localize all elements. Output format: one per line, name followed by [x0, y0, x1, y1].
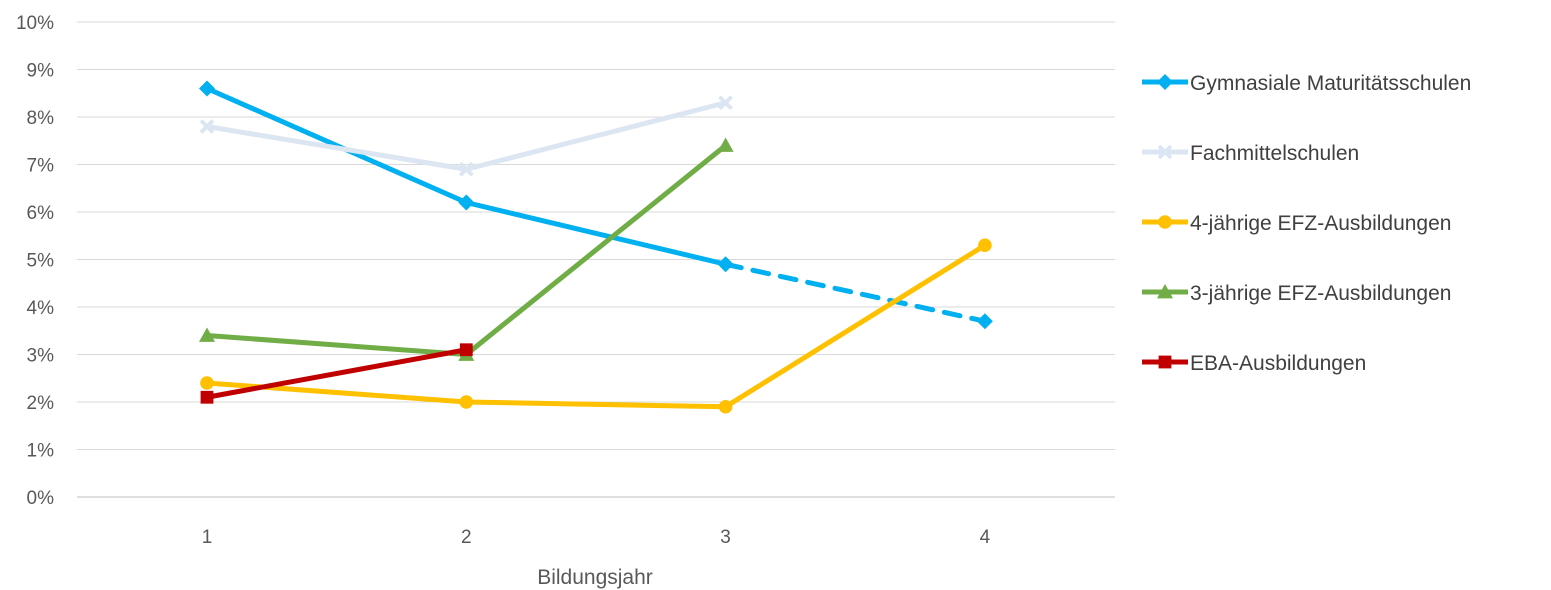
data-point [200, 376, 214, 390]
series-line-segment [463, 399, 729, 410]
series-lines [199, 80, 993, 414]
series-0 [199, 80, 993, 330]
y-tick-label: 4% [27, 298, 55, 319]
legend-label: 4-jährige EFZ-Ausbildungen [1190, 212, 1451, 235]
series-line-segment [204, 380, 469, 405]
data-point [717, 256, 734, 273]
y-tick-label: 7% [27, 156, 55, 177]
data-point [459, 343, 473, 357]
legend-item: Gymnasiale Maturitätsschulen [1142, 72, 1471, 95]
data-point [200, 390, 214, 404]
series-line-segment [463, 100, 729, 172]
data-point [458, 194, 475, 211]
series-line-segment [723, 261, 988, 324]
series-2 [200, 238, 992, 414]
series-line-segment [204, 347, 469, 400]
y-tick-label: 8% [27, 108, 55, 129]
y-tick-label: 1% [27, 441, 55, 462]
legend-label: 3-jährige EFZ-Ausbildungen [1190, 282, 1451, 305]
legend-marker [1157, 144, 1173, 160]
legend-item: Fachmittelschulen [1142, 142, 1359, 165]
data-point [718, 95, 734, 111]
legend-marker [1158, 215, 1172, 229]
series-4 [200, 343, 473, 404]
y-axis-tick-labels: 0% 1% 2% 3% 4% 5% 6% 7% 8% 9% 10% [16, 13, 54, 509]
series-line-segment [463, 200, 729, 267]
x-axis-title: Bildungsjahr [537, 566, 653, 589]
legend-item: 3-jährige EFZ-Ausbildungen [1142, 282, 1451, 305]
y-tick-label: 2% [27, 393, 55, 414]
y-tick-label: 0% [27, 488, 55, 509]
x-tick-label: 4 [980, 527, 991, 548]
series-1 [199, 95, 734, 177]
data-point [458, 161, 474, 177]
legend-marker [1158, 355, 1172, 369]
legend-item: EBA-Ausbildungen [1142, 352, 1366, 375]
y-tick-label: 5% [27, 251, 55, 272]
data-point [199, 119, 215, 134]
data-point [717, 137, 734, 152]
legend-marker [1157, 284, 1173, 299]
x-tick-label: 1 [202, 527, 213, 548]
data-point [199, 80, 215, 97]
data-point [978, 238, 992, 253]
legend-label: Gymnasiale Maturitätsschulen [1190, 72, 1471, 95]
gridlines [77, 21, 1115, 498]
x-tick-label: 3 [720, 527, 731, 548]
y-tick-label: 9% [27, 61, 55, 82]
legend-item: 4-jährige EFZ-Ausbildungen [1142, 212, 1451, 235]
series-line-segment [204, 124, 469, 172]
y-tick-label: 10% [16, 13, 54, 34]
series-line-segment [204, 333, 469, 357]
legend-label: EBA-Ausbildungen [1190, 352, 1366, 375]
series-line-segment [463, 143, 729, 357]
data-point [718, 399, 733, 414]
y-tick-label: 6% [27, 203, 55, 224]
data-point [199, 327, 215, 342]
y-tick-label: 3% [27, 346, 55, 367]
x-axis-tick-labels: 1 2 3 4 [202, 527, 991, 548]
legend-label: Fachmittelschulen [1190, 142, 1359, 165]
x-tick-label: 2 [461, 527, 472, 548]
data-point [976, 313, 993, 330]
legend: Gymnasiale Maturitätsschulen Fachmittelsc… [1142, 72, 1471, 375]
legend-marker [1157, 74, 1173, 90]
series-line-segment [723, 242, 988, 410]
data-point [459, 395, 474, 409]
